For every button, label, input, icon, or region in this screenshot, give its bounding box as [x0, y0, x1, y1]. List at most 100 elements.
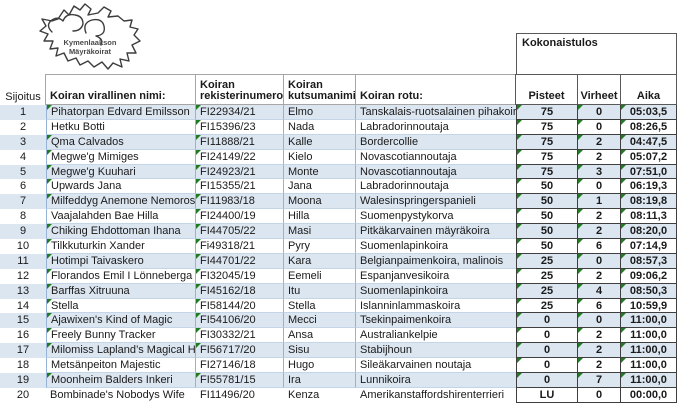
cell-call-name[interactable]: Stella	[284, 298, 356, 314]
cell-points[interactable]: 50	[516, 224, 578, 240]
cell-faults[interactable]: 2	[578, 343, 621, 359]
cell-points[interactable]: 25	[516, 253, 578, 269]
cell-breed[interactable]: Labradorinnoutaja	[356, 120, 516, 135]
cell-rank[interactable]: 4	[19, 150, 27, 163]
cell-faults[interactable]: 2	[578, 149, 621, 165]
cell-reg-number[interactable]: FI44705/22	[196, 224, 284, 240]
cell-official-name[interactable]: Moonheim Balders Inkeri	[46, 373, 196, 388]
cell-reg-number[interactable]: FI54106/20	[196, 313, 284, 329]
cell-call-name[interactable]: Sisu	[284, 343, 356, 359]
cell-faults[interactable]: 3	[578, 164, 621, 180]
cell-rank[interactable]: 19	[0, 373, 46, 388]
cell-breed[interactable]: Belgianpaimenkoira, malinois	[356, 253, 516, 269]
cell-time[interactable]: 04:47,5	[621, 134, 677, 150]
cell-rank[interactable]: 6	[19, 180, 27, 193]
cell-call-name[interactable]: Ira	[284, 373, 356, 388]
cell-rank[interactable]: 14	[16, 299, 30, 312]
cell-breed[interactable]: Amerikanstaffordshirenterrieri	[356, 387, 516, 403]
cell-time[interactable]: 08:11,3	[621, 209, 677, 225]
column-header-points[interactable]: Pisteet	[515, 74, 578, 105]
cell-points[interactable]: 0	[516, 373, 578, 388]
cell-points[interactable]: 75	[516, 149, 578, 165]
cell-faults[interactable]: 0	[578, 253, 621, 269]
cell-faults[interactable]: 0	[578, 387, 621, 403]
column-header-faults[interactable]: Virheet	[577, 74, 621, 105]
cell-time[interactable]: 10:59,9	[621, 298, 677, 314]
cell-reg-number[interactable]: FI24400/19	[196, 209, 284, 225]
cell-official-name[interactable]: Upwards Jana	[46, 179, 196, 195]
cell-faults[interactable]: 0	[578, 179, 621, 195]
cell-points[interactable]: LU	[516, 387, 578, 403]
cell-official-name[interactable]: Florandos Emil I Lönneberga	[46, 268, 196, 284]
cell-rank[interactable]: 10	[16, 240, 30, 253]
cell-call-name[interactable]: Hugo	[284, 358, 356, 374]
cell-time[interactable]: 06:19,3	[621, 179, 677, 195]
cell-points[interactable]: 75	[516, 105, 578, 120]
cell-breed[interactable]: Stabijhoun	[356, 343, 516, 359]
cell-call-name[interactable]: Kara	[284, 253, 356, 269]
cell-reg-number[interactable]: Fi49318/21	[196, 239, 284, 254]
cell-rank[interactable]: 1	[0, 105, 46, 120]
cell-breed[interactable]: Bordercollie	[356, 134, 516, 150]
cell-faults[interactable]: 6	[578, 239, 621, 254]
cell-call-name[interactable]: Jana	[284, 179, 356, 195]
cell-points[interactable]: 0	[516, 328, 578, 344]
cell-faults[interactable]: 2	[578, 328, 621, 344]
cell-rank[interactable]: 3	[0, 134, 46, 150]
cell-faults[interactable]: 0	[578, 105, 621, 120]
cell-breed[interactable]: Australiankelpie	[356, 328, 516, 344]
cell-rank[interactable]: 12	[16, 269, 30, 282]
cell-reg-number[interactable]: FI45162/18	[196, 283, 284, 299]
cell-official-name[interactable]: Hotimpi Taivaskero	[46, 253, 196, 269]
cell-call-name[interactable]: Pyry	[284, 239, 356, 254]
cell-reg-number[interactable]: FI24923/21	[196, 164, 284, 180]
cell-time[interactable]: 08:57,3	[621, 253, 677, 269]
cell-call-name[interactable]: Mecci	[284, 313, 356, 329]
cell-faults[interactable]: 1	[578, 194, 621, 210]
cell-reg-number[interactable]: FI11496/20	[196, 387, 284, 403]
cell-breed[interactable]: Suomenlapinkoira	[356, 283, 516, 299]
cell-breed[interactable]: Pitkäkarvainen mäyräkoira	[356, 224, 516, 240]
cell-rank[interactable]: 8	[19, 210, 27, 223]
cell-points[interactable]: 75	[516, 134, 578, 150]
cell-reg-number[interactable]: FI22934/21	[196, 105, 284, 120]
cell-rank[interactable]: 5	[0, 164, 46, 180]
cell-rank[interactable]: 15	[0, 313, 46, 329]
cell-rank[interactable]: 7	[0, 194, 46, 210]
cell-faults[interactable]: 0	[578, 313, 621, 329]
cell-rank[interactable]: 11	[0, 253, 46, 269]
cell-time[interactable]: 05:07,2	[621, 149, 677, 165]
cell-reg-number[interactable]: FI11983/18	[196, 194, 284, 210]
cell-reg-number[interactable]: FI32045/19	[196, 268, 284, 284]
cell-call-name[interactable]: Elmo	[284, 105, 356, 120]
cell-official-name[interactable]: Hetku Botti	[46, 119, 196, 135]
cell-call-name[interactable]: Hilla	[284, 209, 356, 225]
column-header-time[interactable]: Aika	[620, 74, 677, 105]
cell-call-name[interactable]: Kalle	[284, 134, 356, 150]
cell-faults[interactable]: 7	[578, 373, 621, 388]
cell-time[interactable]: 08:26,5	[621, 119, 677, 135]
cell-rank[interactable]: 2	[19, 120, 27, 133]
cell-official-name[interactable]: Barffas Xitruuna	[46, 283, 196, 299]
cell-rank[interactable]: 17	[0, 343, 46, 359]
cell-faults[interactable]: 2	[578, 224, 621, 240]
cell-rank[interactable]: 20	[16, 388, 30, 401]
cell-reg-number[interactable]: FI55781/15	[196, 373, 284, 388]
cell-points[interactable]: 0	[516, 313, 578, 329]
cell-official-name[interactable]: Freely Bunny Tracker	[46, 328, 196, 344]
cell-faults[interactable]: 2	[578, 268, 621, 284]
cell-reg-number[interactable]: FI27146/18	[196, 358, 284, 374]
cell-official-name[interactable]: Bombinade's Nobodys Wife	[46, 387, 196, 403]
cell-points[interactable]: 25	[516, 268, 578, 284]
cell-faults[interactable]: 2	[578, 209, 621, 225]
cell-time[interactable]: 11:00,0	[621, 313, 677, 329]
cell-breed[interactable]: Novascotiannoutaja	[356, 164, 516, 180]
cell-call-name[interactable]: Kielo	[284, 149, 356, 165]
cell-points[interactable]: 50	[516, 194, 578, 210]
cell-time[interactable]: 05:03,5	[621, 105, 677, 120]
cell-faults[interactable]: 6	[578, 298, 621, 314]
cell-official-name[interactable]: Pihatorpan Edvard Emilsson	[46, 105, 196, 120]
cell-points[interactable]: 25	[516, 298, 578, 314]
cell-time[interactable]: 07:14,9	[621, 239, 677, 254]
cell-official-name[interactable]: Vaajalahden Bae Hilla	[46, 209, 196, 225]
